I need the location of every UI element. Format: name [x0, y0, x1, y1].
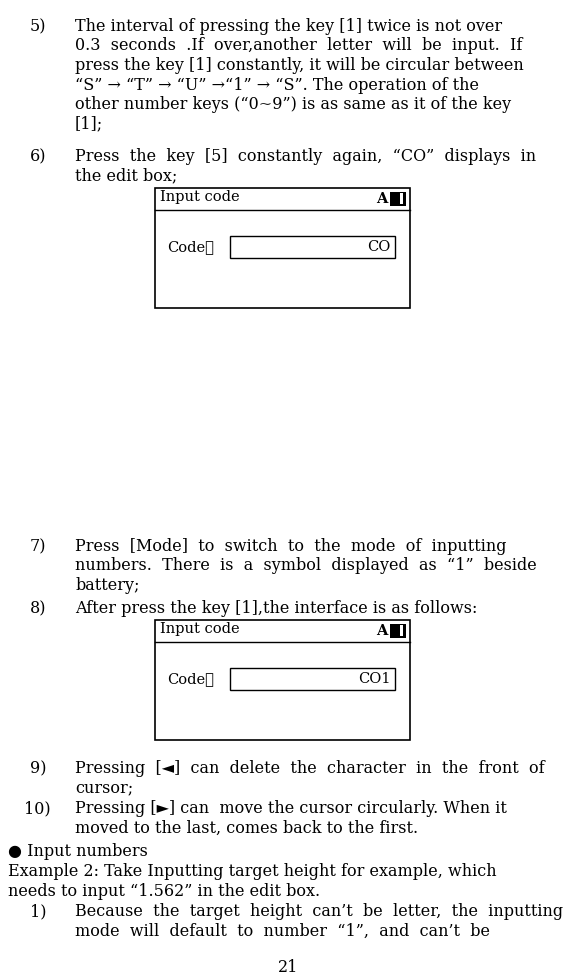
- Text: 5): 5): [30, 18, 47, 35]
- Text: 6): 6): [30, 148, 47, 165]
- Bar: [155, 620, 410, 740]
- Text: “S” → “T” → “U” →“1” → “S”. The operation of the: “S” → “T” → “U” →“1” → “S”. The operatio…: [75, 76, 479, 94]
- Text: 9): 9): [30, 760, 47, 777]
- Text: mode  will  default  to  number  “1”,  and  can’t  be: mode will default to number “1”, and can…: [75, 922, 490, 940]
- Text: Example 2: Take Inputting target height for example, which: Example 2: Take Inputting target height …: [8, 863, 497, 880]
- Bar: [391, 625, 400, 636]
- Text: Code：: Code：: [167, 672, 214, 686]
- Text: 8): 8): [30, 600, 47, 617]
- Bar: [390, 624, 406, 638]
- Text: other number keys (“0~9”) is as same as it of the key: other number keys (“0~9”) is as same as …: [75, 96, 511, 113]
- Text: Pressing [►] can  move the cursor circularly. When it: Pressing [►] can move the cursor circula…: [75, 800, 507, 817]
- Text: moved to the last, comes back to the first.: moved to the last, comes back to the fir…: [75, 820, 418, 836]
- Text: Code：: Code：: [167, 240, 214, 254]
- Text: CO1: CO1: [358, 672, 391, 686]
- Bar: [391, 625, 403, 636]
- Text: 0.3  seconds  .If  over,another  letter  will  be  input.  If: 0.3 seconds .If over,another letter will…: [75, 37, 522, 55]
- Text: 21: 21: [278, 959, 299, 976]
- Text: Press  the  key  [5]  constantly  again,  “CO”  displays  in: Press the key [5] constantly again, “CO”…: [75, 148, 536, 165]
- Bar: [391, 193, 400, 204]
- Text: A: A: [376, 624, 388, 638]
- Text: 7): 7): [30, 538, 47, 555]
- Text: numbers.  There  is  a  symbol  displayed  as  “1”  beside: numbers. There is a symbol displayed as …: [75, 558, 537, 574]
- Text: The interval of pressing the key [1] twice is not over: The interval of pressing the key [1] twi…: [75, 18, 502, 35]
- Text: Pressing  [◄]  can  delete  the  character  in  the  front  of: Pressing [◄] can delete the character in…: [75, 760, 545, 777]
- Text: press the key [1] constantly, it will be circular between: press the key [1] constantly, it will be…: [75, 57, 524, 74]
- Bar: [230, 668, 395, 690]
- Bar: [230, 236, 395, 258]
- Bar: [390, 192, 406, 206]
- Text: Press  [Mode]  to  switch  to  the  mode  of  inputting: Press [Mode] to switch to the mode of in…: [75, 538, 507, 555]
- Text: needs to input “1.562” in the edit box.: needs to input “1.562” in the edit box.: [8, 882, 320, 900]
- Text: Because  the  target  height  can’t  be  letter,  the  inputting: Because the target height can’t be lette…: [75, 903, 563, 920]
- Text: [1];: [1];: [75, 115, 103, 133]
- Text: cursor;: cursor;: [75, 780, 133, 796]
- Text: 1): 1): [30, 903, 47, 920]
- Text: battery;: battery;: [75, 577, 140, 594]
- Text: Input code: Input code: [160, 622, 239, 636]
- Bar: [391, 193, 403, 204]
- Text: After press the key [1],the interface is as follows:: After press the key [1],the interface is…: [75, 600, 477, 617]
- Text: A: A: [376, 192, 388, 206]
- Text: the edit box;: the edit box;: [75, 167, 177, 185]
- Text: CO: CO: [368, 240, 391, 254]
- Bar: [155, 188, 410, 308]
- Text: ● Input numbers: ● Input numbers: [8, 843, 148, 860]
- Text: 10): 10): [24, 800, 51, 817]
- Text: Input code: Input code: [160, 190, 239, 204]
